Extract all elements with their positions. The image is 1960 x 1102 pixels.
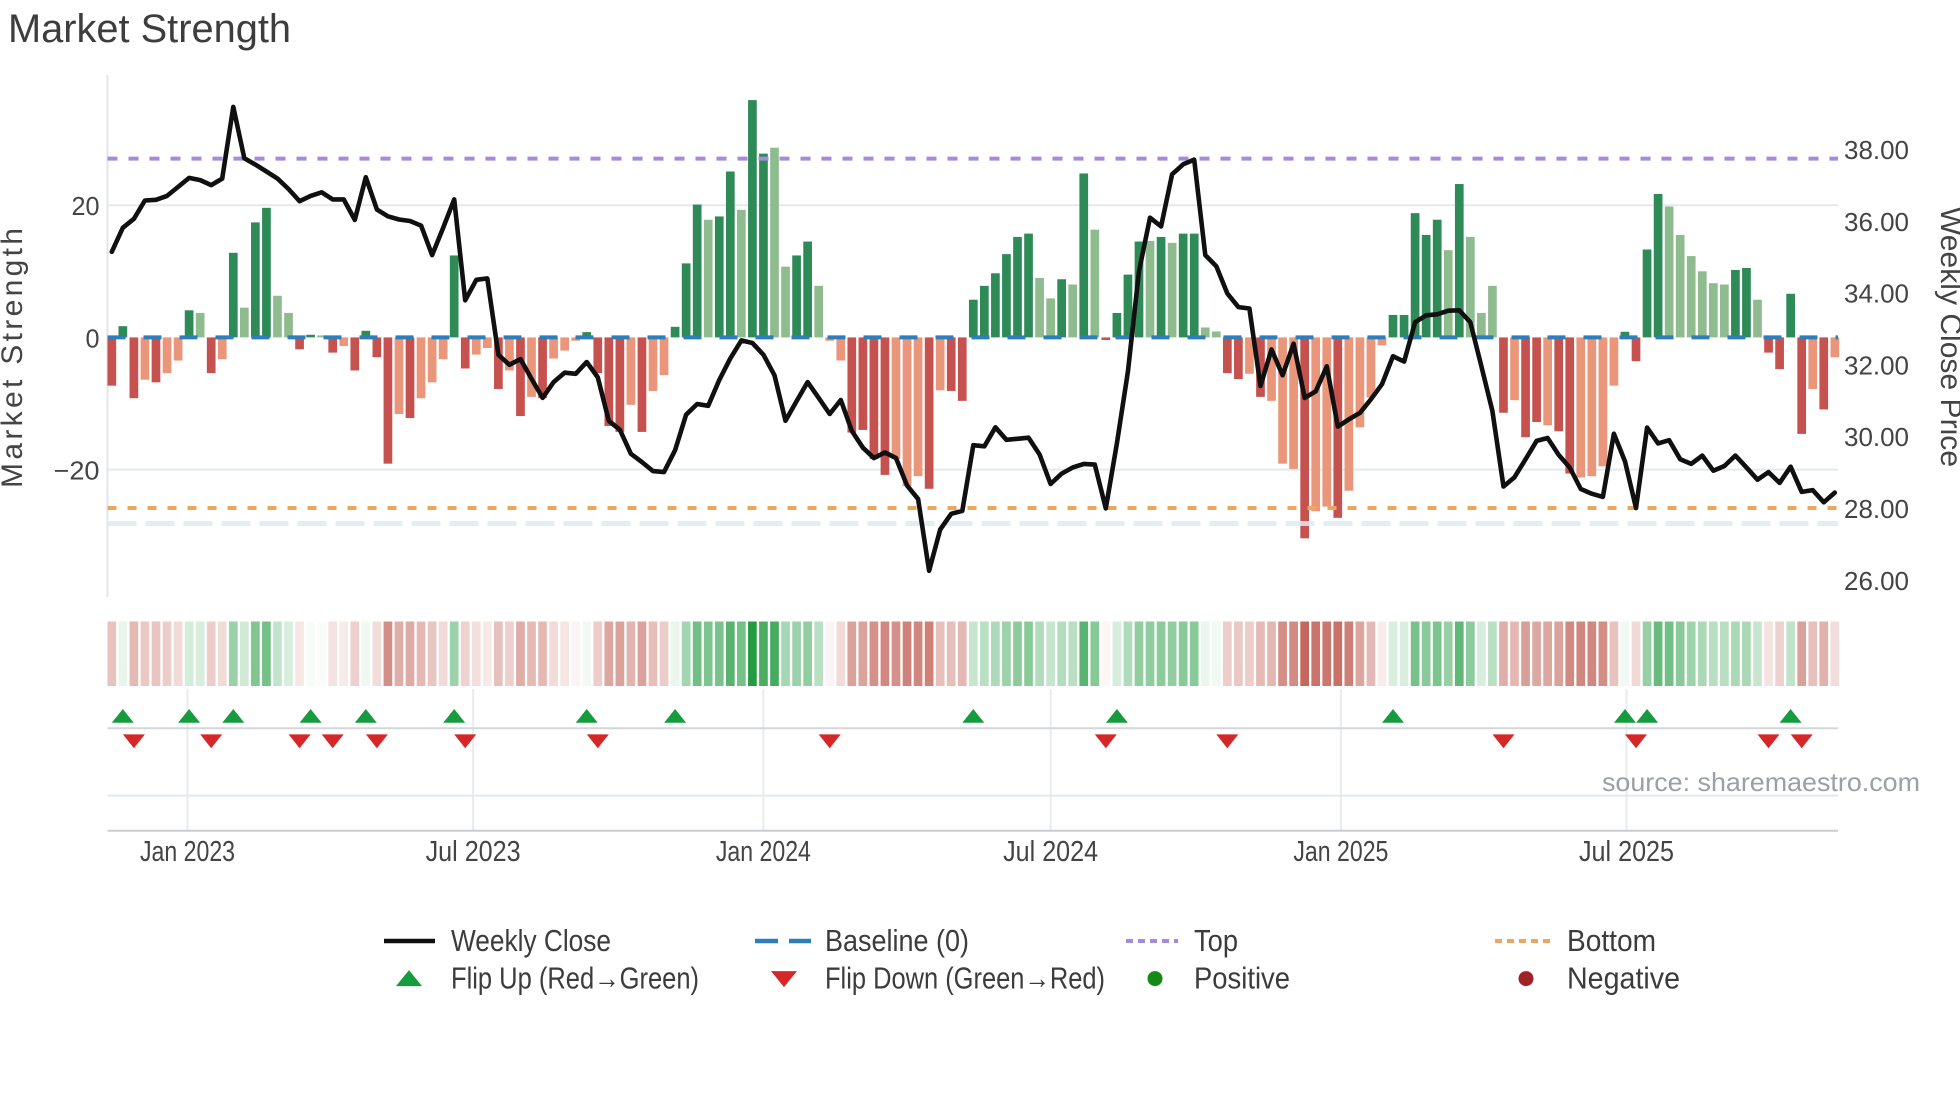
svg-text:Jan 2023: Jan 2023 (140, 836, 235, 868)
svg-text:26.00: 26.00 (1844, 566, 1909, 596)
svg-text:32.00: 32.00 (1844, 351, 1909, 381)
svg-text:Weekly Close Price: Weekly Close Price (1934, 207, 1960, 467)
svg-text:20: 20 (72, 191, 100, 221)
svg-text:source: sharemaestro.com: source: sharemaestro.com (1602, 767, 1920, 797)
svg-text:36.00: 36.00 (1844, 207, 1909, 237)
svg-text:Jan 2024: Jan 2024 (716, 836, 811, 868)
svg-text:30.00: 30.00 (1844, 422, 1909, 452)
svg-text:Positive: Positive (1194, 961, 1290, 996)
svg-text:Top: Top (1194, 923, 1238, 958)
svg-text:Jul 2023: Jul 2023 (426, 836, 521, 868)
svg-text:Jul 2025: Jul 2025 (1579, 836, 1674, 868)
svg-text:−20: −20 (54, 456, 100, 486)
svg-text:Market Strength: Market Strength (8, 7, 291, 51)
svg-text:Weekly Close: Weekly Close (451, 923, 611, 958)
svg-text:34.00: 34.00 (1844, 279, 1909, 309)
svg-text:Flip Down (Green→Red): Flip Down (Green→Red) (825, 961, 1105, 996)
svg-text:Bottom: Bottom (1567, 923, 1656, 958)
svg-text:Jul 2024: Jul 2024 (1003, 836, 1098, 868)
svg-text:Flip Up (Red→Green): Flip Up (Red→Green) (451, 961, 699, 996)
svg-text:38.00: 38.00 (1844, 135, 1909, 165)
svg-text:Baseline (0): Baseline (0) (825, 923, 969, 958)
svg-text:Market Strength: Market Strength (0, 228, 29, 488)
svg-text:28.00: 28.00 (1844, 494, 1909, 524)
svg-text:Negative: Negative (1567, 961, 1680, 996)
svg-text:0: 0 (86, 323, 100, 353)
svg-text:Jan 2025: Jan 2025 (1293, 836, 1388, 868)
